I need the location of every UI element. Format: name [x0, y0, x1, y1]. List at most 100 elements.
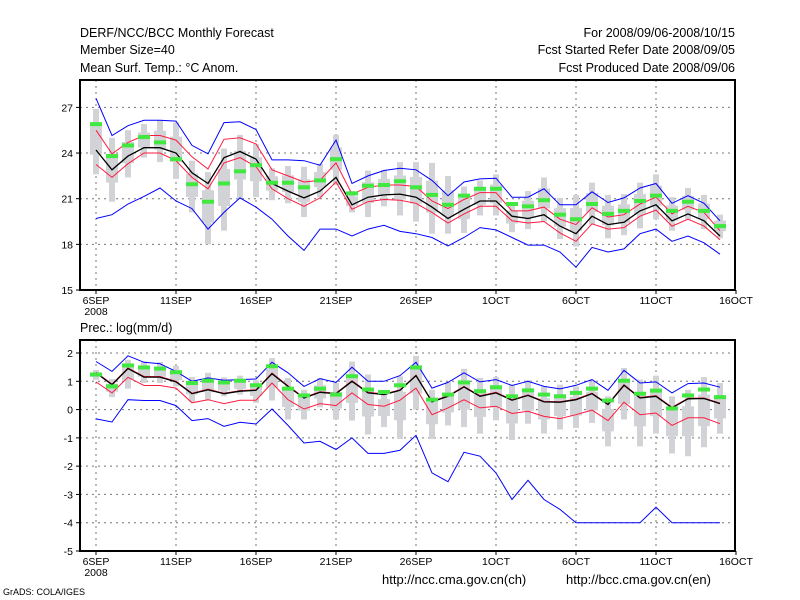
forecast-marker [122, 363, 134, 368]
forecast-marker [650, 193, 662, 198]
forecast-marker [410, 185, 422, 190]
forecast-marker [490, 385, 502, 390]
x-tick-label: 11SEP [160, 295, 192, 307]
ensemble-box [218, 169, 230, 206]
ensemble-box [394, 175, 406, 200]
forecast-marker [266, 180, 278, 185]
forecast-marker [90, 372, 102, 377]
ensemble-box [394, 391, 406, 421]
x-tick-label: 1OCT [482, 556, 511, 568]
forecast-marker [346, 374, 358, 379]
forecast-marker [282, 180, 294, 185]
forecast-marker [122, 143, 134, 148]
forecast-marker [474, 389, 486, 394]
ensemble-box [522, 391, 534, 411]
ensemble-box [170, 370, 182, 381]
series-line-mean [95, 147, 721, 237]
forecast-marker [666, 406, 678, 411]
forecast-marker [426, 192, 438, 197]
x-tick-label: 6SEP [83, 556, 110, 568]
forecast-marker [106, 154, 118, 159]
forecast-marker [634, 198, 646, 203]
series-line-mean [95, 367, 721, 409]
forecast-marker [538, 198, 550, 203]
produced-date: Fcst Produced Date 2008/09/06 [558, 61, 735, 75]
forecast-marker [570, 217, 582, 222]
ensemble-box [554, 395, 566, 416]
y-tick-label: -3 [64, 489, 73, 501]
x-tick-label: 11OCT [639, 295, 673, 307]
forecast-marker [522, 204, 534, 209]
forecast-marker [250, 383, 262, 388]
series-line-lower [95, 152, 721, 242]
ensemble-box [490, 387, 502, 408]
y-tick-label: 15 [61, 285, 73, 297]
ensemble-box [554, 208, 566, 227]
ensemble-box [282, 388, 294, 408]
forecast-marker [506, 394, 518, 399]
chart-title: DERF/NCC/BCC Monthly Forecast [80, 26, 274, 40]
forecast-marker [330, 392, 342, 397]
forecast-marker [314, 178, 326, 183]
forecast-marker [330, 157, 342, 162]
series-line-min [95, 187, 721, 268]
forecast-marker [682, 393, 694, 398]
y-tick-label: -2 [64, 461, 73, 473]
y-tick-label: 24 [61, 148, 73, 160]
forecast-period: For 2008/09/06-2008/10/15 [583, 26, 735, 40]
started-date: Fcst Started Refer Date 2008/09/05 [537, 43, 735, 57]
forecast-marker [234, 169, 246, 174]
ensemble-box [474, 391, 486, 417]
ensemble-box [186, 383, 198, 395]
series-line-lower [95, 376, 721, 426]
x-tick-label: 21SEP [320, 556, 353, 568]
forecast-marker [586, 386, 598, 391]
forecast-marker [170, 157, 182, 162]
ensemble-box [138, 366, 150, 377]
forecast-marker [362, 183, 374, 188]
ensemble-box [538, 398, 550, 420]
ensemble-box [378, 178, 390, 196]
forecast-marker [698, 208, 710, 213]
forecast-marker [346, 191, 358, 196]
x-tick-label: 21SEP [320, 295, 353, 307]
forecast-marker [154, 366, 166, 371]
forecast-marker [522, 388, 534, 393]
x-year-label: 2008 [84, 567, 108, 579]
y-tick-label: 0 [67, 405, 73, 417]
forecast-marker [602, 211, 614, 216]
series-line-max [95, 355, 721, 394]
ensemble-box [362, 389, 374, 417]
forecast-marker [442, 392, 454, 397]
forecast-marker [378, 183, 390, 187]
x-tick-label: 11OCT [639, 556, 673, 568]
ensemble-box [426, 402, 438, 425]
ensemble-box [346, 196, 358, 206]
forecast-marker [682, 199, 694, 204]
forecast-marker [250, 163, 262, 168]
ensemble-box [570, 396, 582, 416]
forecast-marker [186, 380, 198, 385]
forecast-marker [186, 182, 198, 187]
y-tick-label: 18 [61, 239, 73, 251]
y-tick-label: 21 [61, 194, 73, 206]
forecast-marker [266, 364, 278, 369]
ensemble-box [106, 153, 118, 183]
forecast-marker [458, 193, 470, 198]
forecast-marker [138, 135, 150, 140]
forecast-marker [666, 208, 678, 213]
panel-temperature: 27 24 21 18 15 6SEP 11SEP 16SEP 21SEP 26SEP 1OCT 6O… [61, 79, 754, 318]
url-en-link[interactable]: http://bcc.cma.gov.cn(en) [566, 572, 711, 587]
grads-credit: GrADS: COLA/IGES [3, 587, 86, 597]
ensemble-box [234, 150, 246, 180]
forecast-marker [298, 393, 310, 398]
forecast-marker [202, 199, 214, 204]
forecast-marker [378, 390, 390, 395]
series-line-upper [95, 129, 721, 232]
x-tick-label: 6OCT [562, 556, 591, 568]
url-ch-link[interactable]: http://ncc.cma.gov.cn(ch) [382, 572, 527, 587]
ensemble-box [234, 380, 246, 389]
x-tick-label: 6SEP [83, 295, 110, 307]
ensemble-box [650, 390, 662, 417]
forecast-marker [714, 395, 726, 400]
